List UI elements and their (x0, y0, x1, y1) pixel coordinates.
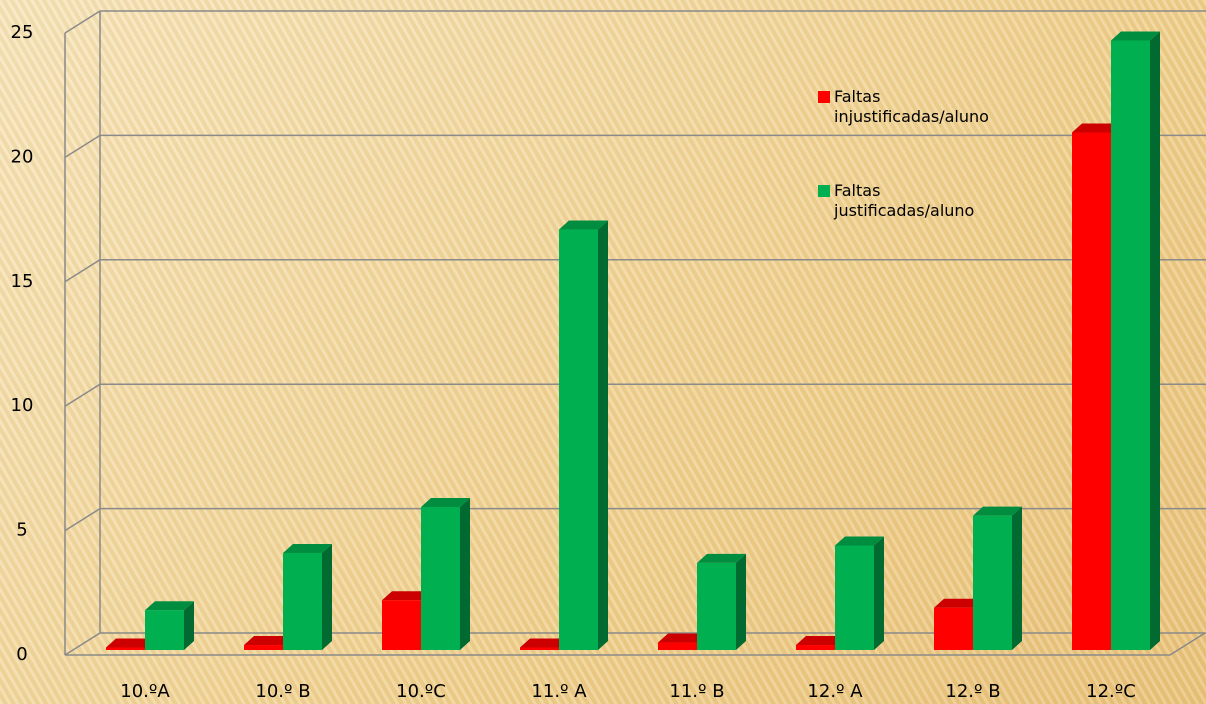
bar-side (1012, 506, 1022, 650)
bar-top (697, 553, 746, 563)
bar (283, 552, 322, 650)
bar (658, 642, 697, 650)
bar-side (598, 220, 608, 650)
x-tick-label: 12.ºC (1086, 681, 1136, 702)
bar (934, 607, 973, 650)
bar-top (145, 601, 194, 611)
bar-top (658, 633, 707, 643)
bar-side (184, 601, 194, 650)
bar (835, 545, 874, 650)
bar (973, 515, 1012, 650)
y-tick-label: 5 (16, 520, 27, 541)
bar (421, 506, 460, 650)
grid-line-side (64, 632, 101, 656)
bar-side (460, 497, 470, 650)
y-tick-label: 10 (11, 395, 34, 416)
legend-entry: Faltas injustificadas/aluno (818, 87, 1018, 127)
y-tick-label: 15 (11, 271, 34, 292)
bar (244, 645, 283, 650)
legend-swatch (818, 185, 830, 197)
bar-top (382, 591, 431, 601)
grid-line-side (64, 10, 101, 34)
grid-line-side (64, 507, 101, 532)
legend-label: Faltas injustificadas/aluno (834, 87, 989, 126)
bar-top (934, 598, 983, 608)
bar (1111, 40, 1150, 650)
bar-top (559, 220, 608, 230)
bar-side (874, 536, 884, 650)
x-tick-label: 10.º B (255, 681, 310, 702)
bar (145, 610, 184, 650)
x-tick-label: 11.º A (531, 681, 587, 702)
bar (382, 600, 421, 650)
bar-top (421, 497, 470, 507)
x-tick-label: 11.º B (669, 681, 724, 702)
bar-top (283, 543, 332, 553)
x-tick-label: 10.ºC (396, 681, 446, 702)
x-tick-label: 10.ºA (120, 681, 170, 702)
legend-swatch (818, 91, 830, 103)
grid-line-side (64, 259, 101, 283)
legend-entry: Faltas justificadas/aluno (818, 181, 1018, 221)
bar-top (520, 638, 569, 648)
bar-top (106, 638, 155, 648)
y-tick-label: 20 (11, 146, 34, 167)
bar (106, 647, 145, 650)
bar-side (736, 553, 746, 650)
bar-top (1111, 31, 1160, 41)
y-tick-label: 25 (11, 22, 34, 43)
bar (520, 647, 559, 650)
bar-side (1150, 31, 1160, 650)
bar-top (835, 536, 884, 546)
floor-edge (1169, 632, 1206, 656)
bar (796, 645, 835, 650)
grid-line-side (64, 134, 101, 159)
bar-top (973, 506, 1022, 516)
x-tick-label: 12.º A (807, 681, 863, 702)
x-tick-label: 12.º B (945, 681, 1000, 702)
bar-top (244, 636, 293, 646)
grid-line-side (64, 383, 101, 407)
bar-top (1072, 123, 1121, 133)
bar-top (796, 636, 845, 646)
bar-side (322, 543, 332, 650)
y-tick-label: 0 (16, 644, 27, 665)
legend-label: Faltas justificadas/aluno (834, 181, 975, 220)
bar (697, 562, 736, 650)
bar (1072, 132, 1111, 651)
bar (559, 229, 598, 650)
